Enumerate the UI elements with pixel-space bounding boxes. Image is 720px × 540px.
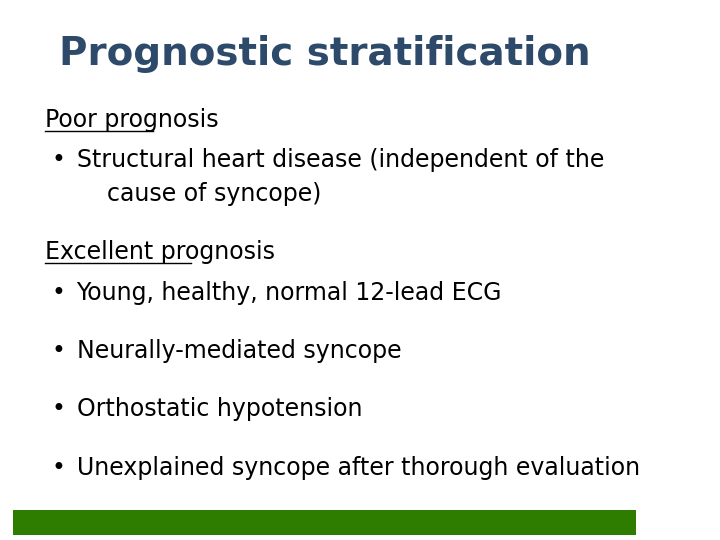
Text: •: • <box>52 148 66 172</box>
Text: Neurally-mediated syncope: Neurally-mediated syncope <box>76 339 401 363</box>
Text: •: • <box>52 281 66 305</box>
Text: Prognostic stratification: Prognostic stratification <box>59 35 590 73</box>
Text: Unexplained syncope after thorough evaluation: Unexplained syncope after thorough evalu… <box>76 456 639 480</box>
Text: Poor prognosis: Poor prognosis <box>45 108 219 132</box>
Text: Young, healthy, normal 12-lead ECG: Young, healthy, normal 12-lead ECG <box>76 281 502 305</box>
Text: •: • <box>52 339 66 363</box>
Text: •: • <box>52 456 66 480</box>
Bar <box>13 510 636 535</box>
Text: Excellent prognosis: Excellent prognosis <box>45 240 276 264</box>
Text: •: • <box>52 397 66 421</box>
Text: Structural heart disease (independent of the
    cause of syncope): Structural heart disease (independent of… <box>76 148 604 206</box>
Text: Orthostatic hypotension: Orthostatic hypotension <box>76 397 362 421</box>
